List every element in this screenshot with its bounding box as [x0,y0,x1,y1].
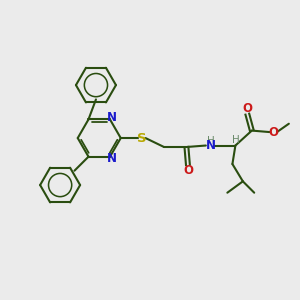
Text: N: N [106,111,116,124]
Text: O: O [242,102,252,115]
Text: S: S [137,132,146,145]
Text: H: H [232,135,239,145]
Text: O: O [183,164,193,177]
Text: O: O [268,126,278,139]
Text: N: N [206,139,216,152]
Text: H: H [207,136,215,146]
Text: N: N [106,152,116,165]
